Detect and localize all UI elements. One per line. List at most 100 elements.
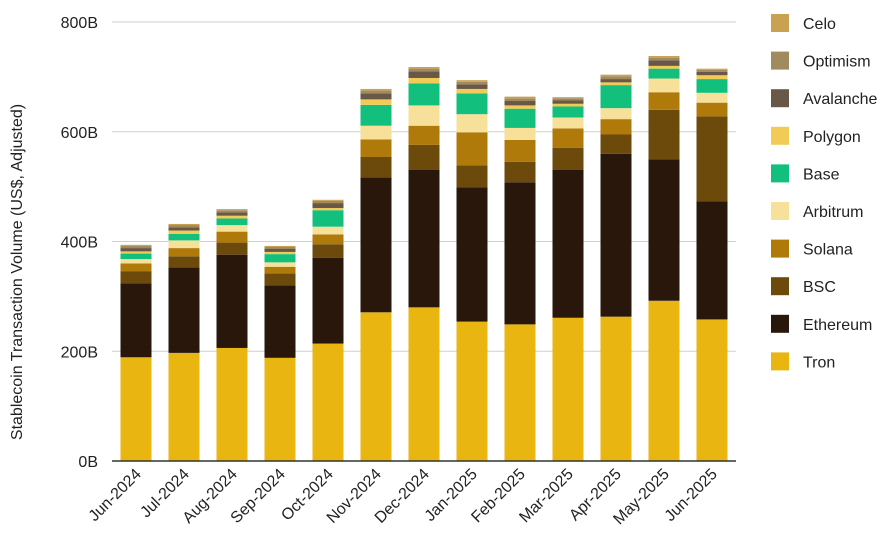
bar-segment-solana (504, 139, 536, 162)
legend-swatch (771, 14, 789, 32)
bar-segment-optimism (456, 81, 488, 85)
bar-segment-base (456, 93, 488, 115)
bar-segment-tron (504, 324, 536, 461)
bar-segment-tron (648, 300, 680, 461)
bar-segment-polygon (264, 251, 296, 255)
bar-segment-bsc (696, 116, 728, 202)
x-tick-label: Jun-2025 (662, 466, 721, 525)
bar-segment-solana (360, 139, 392, 157)
legend: Celo Optimism Avalanche Polygon Base Arbitrum… (771, 14, 878, 371)
legend-label: Polygon (803, 129, 861, 146)
bar-stack-nov-2024 (360, 88, 392, 461)
bar-segment-tron (456, 321, 488, 461)
bar-segment-optimism (168, 225, 200, 228)
bar-segment-celo (216, 209, 248, 211)
x-axis-ticks: Jun-2024Jul-2024Aug-2024Sep-2024Oct-2024… (86, 466, 721, 528)
legend-item-optimism: Optimism (771, 51, 871, 71)
bar-segment-tron (600, 316, 632, 461)
bar-segment-polygon (408, 77, 440, 84)
bar-segment-avalanche (408, 71, 440, 78)
legend-item-celo: Celo (771, 14, 836, 33)
bar-segment-bsc (408, 144, 440, 170)
bar-segment-bsc (456, 165, 488, 188)
bar-segment-bsc (600, 134, 632, 154)
bar-stacks (120, 56, 728, 461)
bar-segment-base (168, 233, 200, 241)
bar-segment-avalanche (360, 93, 392, 100)
legend-item-solana: Solana (771, 239, 853, 259)
bar-segment-base (312, 210, 344, 227)
bar-stack-jun-2025 (696, 68, 728, 461)
bar-segment-bsc (264, 273, 296, 286)
bar-segment-base (696, 79, 728, 93)
legend-item-polygon: Polygon (771, 126, 861, 146)
bar-segment-base (552, 106, 584, 118)
legend-swatch (771, 202, 789, 220)
bar-segment-solana (696, 102, 728, 117)
bar-segment-ethereum (360, 177, 392, 313)
y-tick-label: 800B (61, 15, 98, 32)
legend-swatch (771, 277, 789, 296)
y-axis-label: Stablecoin Transaction Volume (US$, Adju… (9, 104, 26, 440)
legend-item-base: Base (771, 164, 840, 183)
bar-segment-arbitrum (600, 108, 632, 120)
bar-segment-celo (696, 68, 728, 70)
bar-segment-optimism (648, 57, 680, 61)
bar-segment-polygon (456, 88, 488, 94)
y-tick-label: 600B (61, 125, 98, 142)
bar-segment-optimism (264, 246, 296, 249)
bar-segment-bsc (360, 156, 392, 178)
bar-segment-celo (648, 56, 680, 58)
bar-stack-feb-2025 (504, 96, 536, 461)
bar-segment-ethereum (216, 254, 248, 348)
bar-stack-jun-2024 (120, 244, 152, 461)
bar-stack-oct-2024 (312, 199, 344, 461)
bar-segment-solana (552, 128, 584, 148)
legend-item-ethereum: Ethereum (771, 314, 872, 334)
bar-segment-optimism (696, 69, 728, 72)
bar-segment-ethereum (504, 182, 536, 325)
bar-segment-celo (504, 96, 536, 99)
bar-segment-celo (360, 88, 392, 91)
legend-label: BSC (803, 279, 836, 296)
bar-segment-solana (264, 266, 296, 274)
bar-segment-arbitrum (648, 78, 680, 93)
bar-segment-celo (168, 223, 200, 226)
bar-stack-aug-2024 (216, 209, 248, 461)
bar-segment-optimism (216, 210, 248, 213)
bar-segment-polygon (312, 208, 344, 211)
bar-segment-solana (408, 125, 440, 145)
bar-segment-ethereum (168, 267, 200, 353)
bar-segment-solana (312, 234, 344, 245)
bar-segment-tron (264, 357, 296, 461)
bar-segment-arbitrum (360, 125, 392, 140)
bar-segment-tron (408, 307, 440, 461)
bar-segment-avalanche (552, 100, 584, 104)
bar-segment-avalanche (168, 227, 200, 231)
bar-segment-tron (168, 352, 200, 461)
bar-segment-polygon (120, 251, 152, 254)
bar-segment-avalanche (504, 101, 536, 106)
bar-segment-polygon (648, 65, 680, 69)
bar-segment-avalanche (648, 60, 680, 66)
bar-segment-base (120, 253, 152, 260)
bar-segment-base (360, 104, 392, 126)
bar-segment-arbitrum (696, 92, 728, 103)
bar-segment-optimism (552, 98, 584, 101)
bar-segment-avalanche (216, 212, 248, 216)
bar-segment-base (408, 83, 440, 106)
bar-segment-ethereum (120, 283, 152, 358)
bar-stack-jan-2025 (456, 80, 488, 461)
bar-segment-solana (168, 248, 200, 257)
legend-swatch (771, 89, 789, 108)
legend-swatch (771, 51, 789, 70)
bar-segment-celo (600, 74, 632, 77)
bar-segment-ethereum (408, 169, 440, 308)
legend-swatch (771, 239, 789, 258)
bar-segment-arbitrum (120, 259, 152, 264)
bar-segment-optimism (408, 68, 440, 72)
bar-segment-bsc (120, 271, 152, 284)
bar-segment-tron (360, 312, 392, 461)
bar-segment-avalanche (120, 248, 152, 252)
